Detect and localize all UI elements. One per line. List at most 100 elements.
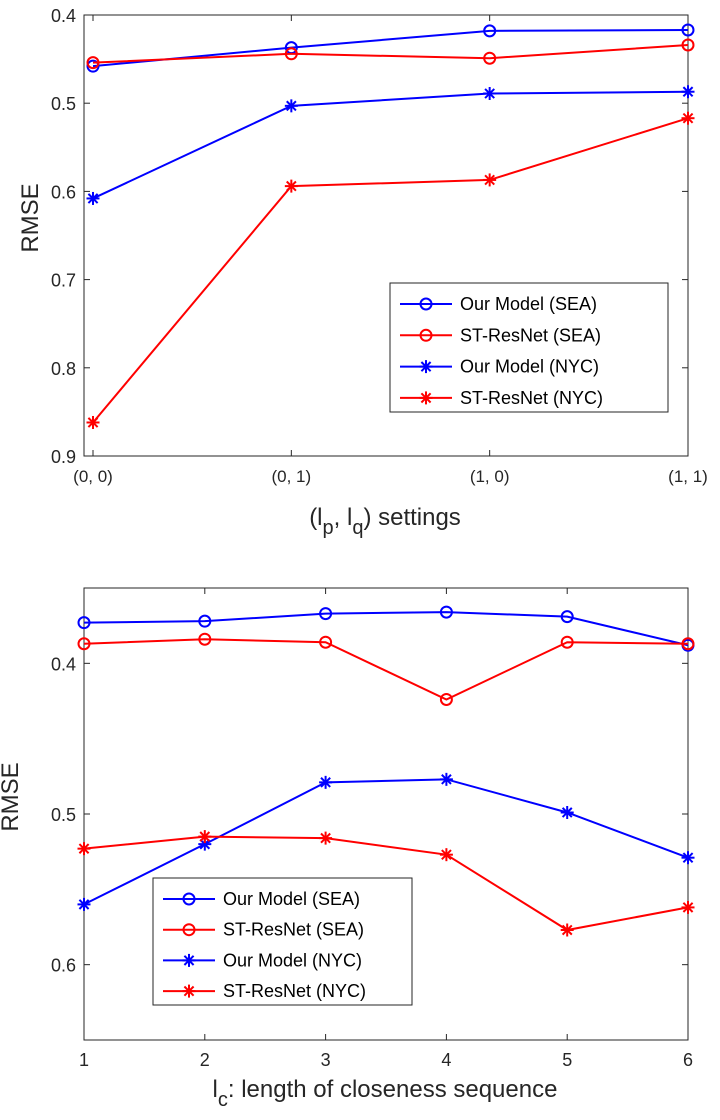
y-tick-label: 0.9: [51, 447, 76, 467]
y-axis-label-top: RMSE: [17, 183, 44, 252]
legend-bottom: Our Model (SEA) ST-ResNet (SEA) Our Model …: [152, 877, 413, 1006]
legend-marker: [182, 923, 196, 937]
data-point: [681, 85, 695, 99]
data-point: [86, 191, 100, 205]
series-line: [92, 28, 689, 68]
series-st-resnet-sea: [77, 632, 695, 706]
legend-marker: [419, 297, 433, 311]
data-point: [86, 415, 100, 429]
legend-marker: [419, 391, 433, 405]
legend-label: Our Model (SEA): [460, 294, 597, 314]
x-tick-label: (1, 0): [470, 467, 510, 486]
legend-marker: [419, 328, 433, 342]
data-point: [483, 24, 497, 38]
x-tick-label: (0, 0): [73, 467, 113, 486]
data-point: [86, 56, 100, 70]
legend-label: Our Model (NYC): [223, 950, 362, 970]
legend-marker: [182, 892, 196, 906]
data-point: [198, 632, 212, 646]
data-point: [284, 179, 298, 193]
legend-entry-st-resnet-sea: ST-ResNet (SEA): [400, 325, 601, 345]
series-our-model-nyc: [86, 85, 695, 205]
data-point: [560, 610, 574, 624]
chart-top: 0.4 0.5 0.6 0.7 0.8 0.9 (0, 0) (0, 1) (1, 0) (1,…: [17, 6, 708, 539]
series-line: [92, 90, 689, 200]
legend-entry-st-resnet-sea: ST-ResNet (SEA): [163, 920, 364, 940]
x-tick-label: (1, 1): [668, 467, 708, 486]
x-tick-label: 3: [321, 1050, 331, 1070]
data-point: [439, 692, 453, 706]
data-point: [439, 848, 453, 862]
legend-label: ST-ResNet (NYC): [223, 981, 366, 1001]
y-tick-label: 0.6: [51, 956, 76, 976]
x-tick-label: 5: [562, 1050, 572, 1070]
legend-label: ST-ResNet (SEA): [223, 920, 364, 940]
data-point: [560, 805, 574, 819]
legend-entry-our-model-nyc: Our Model (NYC): [400, 357, 599, 377]
x-tick-label: 6: [683, 1050, 693, 1070]
data-point: [284, 99, 298, 113]
y-tick-label: 0.6: [51, 182, 76, 202]
series-our-model-nyc: [77, 772, 695, 911]
data-point: [77, 637, 91, 651]
data-point: [560, 923, 574, 937]
data-point: [681, 111, 695, 125]
data-point: [86, 59, 100, 73]
data-point: [483, 51, 497, 65]
data-point: [681, 637, 695, 651]
data-point: [483, 86, 497, 100]
data-point: [77, 842, 91, 856]
legend-entry-our-model-sea: Our Model (SEA): [400, 294, 597, 314]
data-point: [439, 605, 453, 619]
y-tick-label: 0.5: [51, 94, 76, 114]
x-tick-label: (0, 1): [271, 467, 311, 486]
x-axis-label-top: (lp, lq) settings: [309, 504, 461, 539]
legend-label: Our Model (SEA): [223, 889, 360, 909]
series-line: [83, 638, 689, 701]
x-tick-label: 1: [79, 1050, 89, 1070]
legend-entry-our-model-nyc: Our Model (NYC): [163, 950, 362, 970]
series-our-model-sea: [86, 23, 695, 73]
y-axis-label-bottom: RMSE: [0, 762, 24, 831]
series-line: [83, 778, 689, 906]
y-tick-label: 0.4: [51, 654, 76, 674]
x-axis-label-bottom: lc: length of closeness sequence: [213, 1076, 558, 1111]
data-point: [319, 831, 333, 845]
y-tick-label: 0.8: [51, 359, 76, 379]
legend-top: Our Model (SEA) ST-ResNet (SEA) Our Model …: [389, 282, 669, 413]
x-tick-label: 2: [200, 1050, 210, 1070]
chart-bottom: 0.4 0.5 0.6 1 2 3 4 5 6 RMSE lc: length of clos…: [0, 587, 695, 1111]
series-st-resnet-nyc: [77, 830, 695, 937]
data-point: [681, 38, 695, 52]
data-point: [284, 47, 298, 61]
legend-marker: [182, 984, 196, 998]
legend-entry-st-resnet-nyc: ST-ResNet (NYC): [163, 981, 366, 1001]
legend-label: ST-ResNet (SEA): [460, 325, 601, 345]
data-point: [483, 173, 497, 187]
series-st-resnet-sea: [86, 38, 695, 70]
data-point: [319, 775, 333, 789]
y-tick-label: 0.5: [51, 805, 76, 825]
data-point: [681, 851, 695, 865]
data-point: [681, 23, 695, 37]
series-line: [92, 43, 689, 64]
x-tick-label: 4: [441, 1050, 451, 1070]
legend-entry-st-resnet-nyc: ST-ResNet (NYC): [400, 388, 603, 408]
data-point: [439, 772, 453, 786]
series-line: [83, 835, 689, 932]
data-point: [77, 616, 91, 630]
legend-marker: [182, 953, 196, 967]
series-st-resnet-nyc: [86, 111, 695, 429]
y-tick-label: 0.4: [51, 6, 76, 26]
data-point: [198, 830, 212, 844]
data-point: [681, 900, 695, 914]
data-point: [560, 635, 574, 649]
series-line: [92, 117, 689, 424]
data-point: [77, 897, 91, 911]
data-point: [198, 614, 212, 628]
y-tick-label: 0.7: [51, 271, 76, 291]
legend-label: ST-ResNet (NYC): [460, 388, 603, 408]
legend-label: Our Model (NYC): [460, 357, 599, 377]
legend-marker: [419, 360, 433, 374]
